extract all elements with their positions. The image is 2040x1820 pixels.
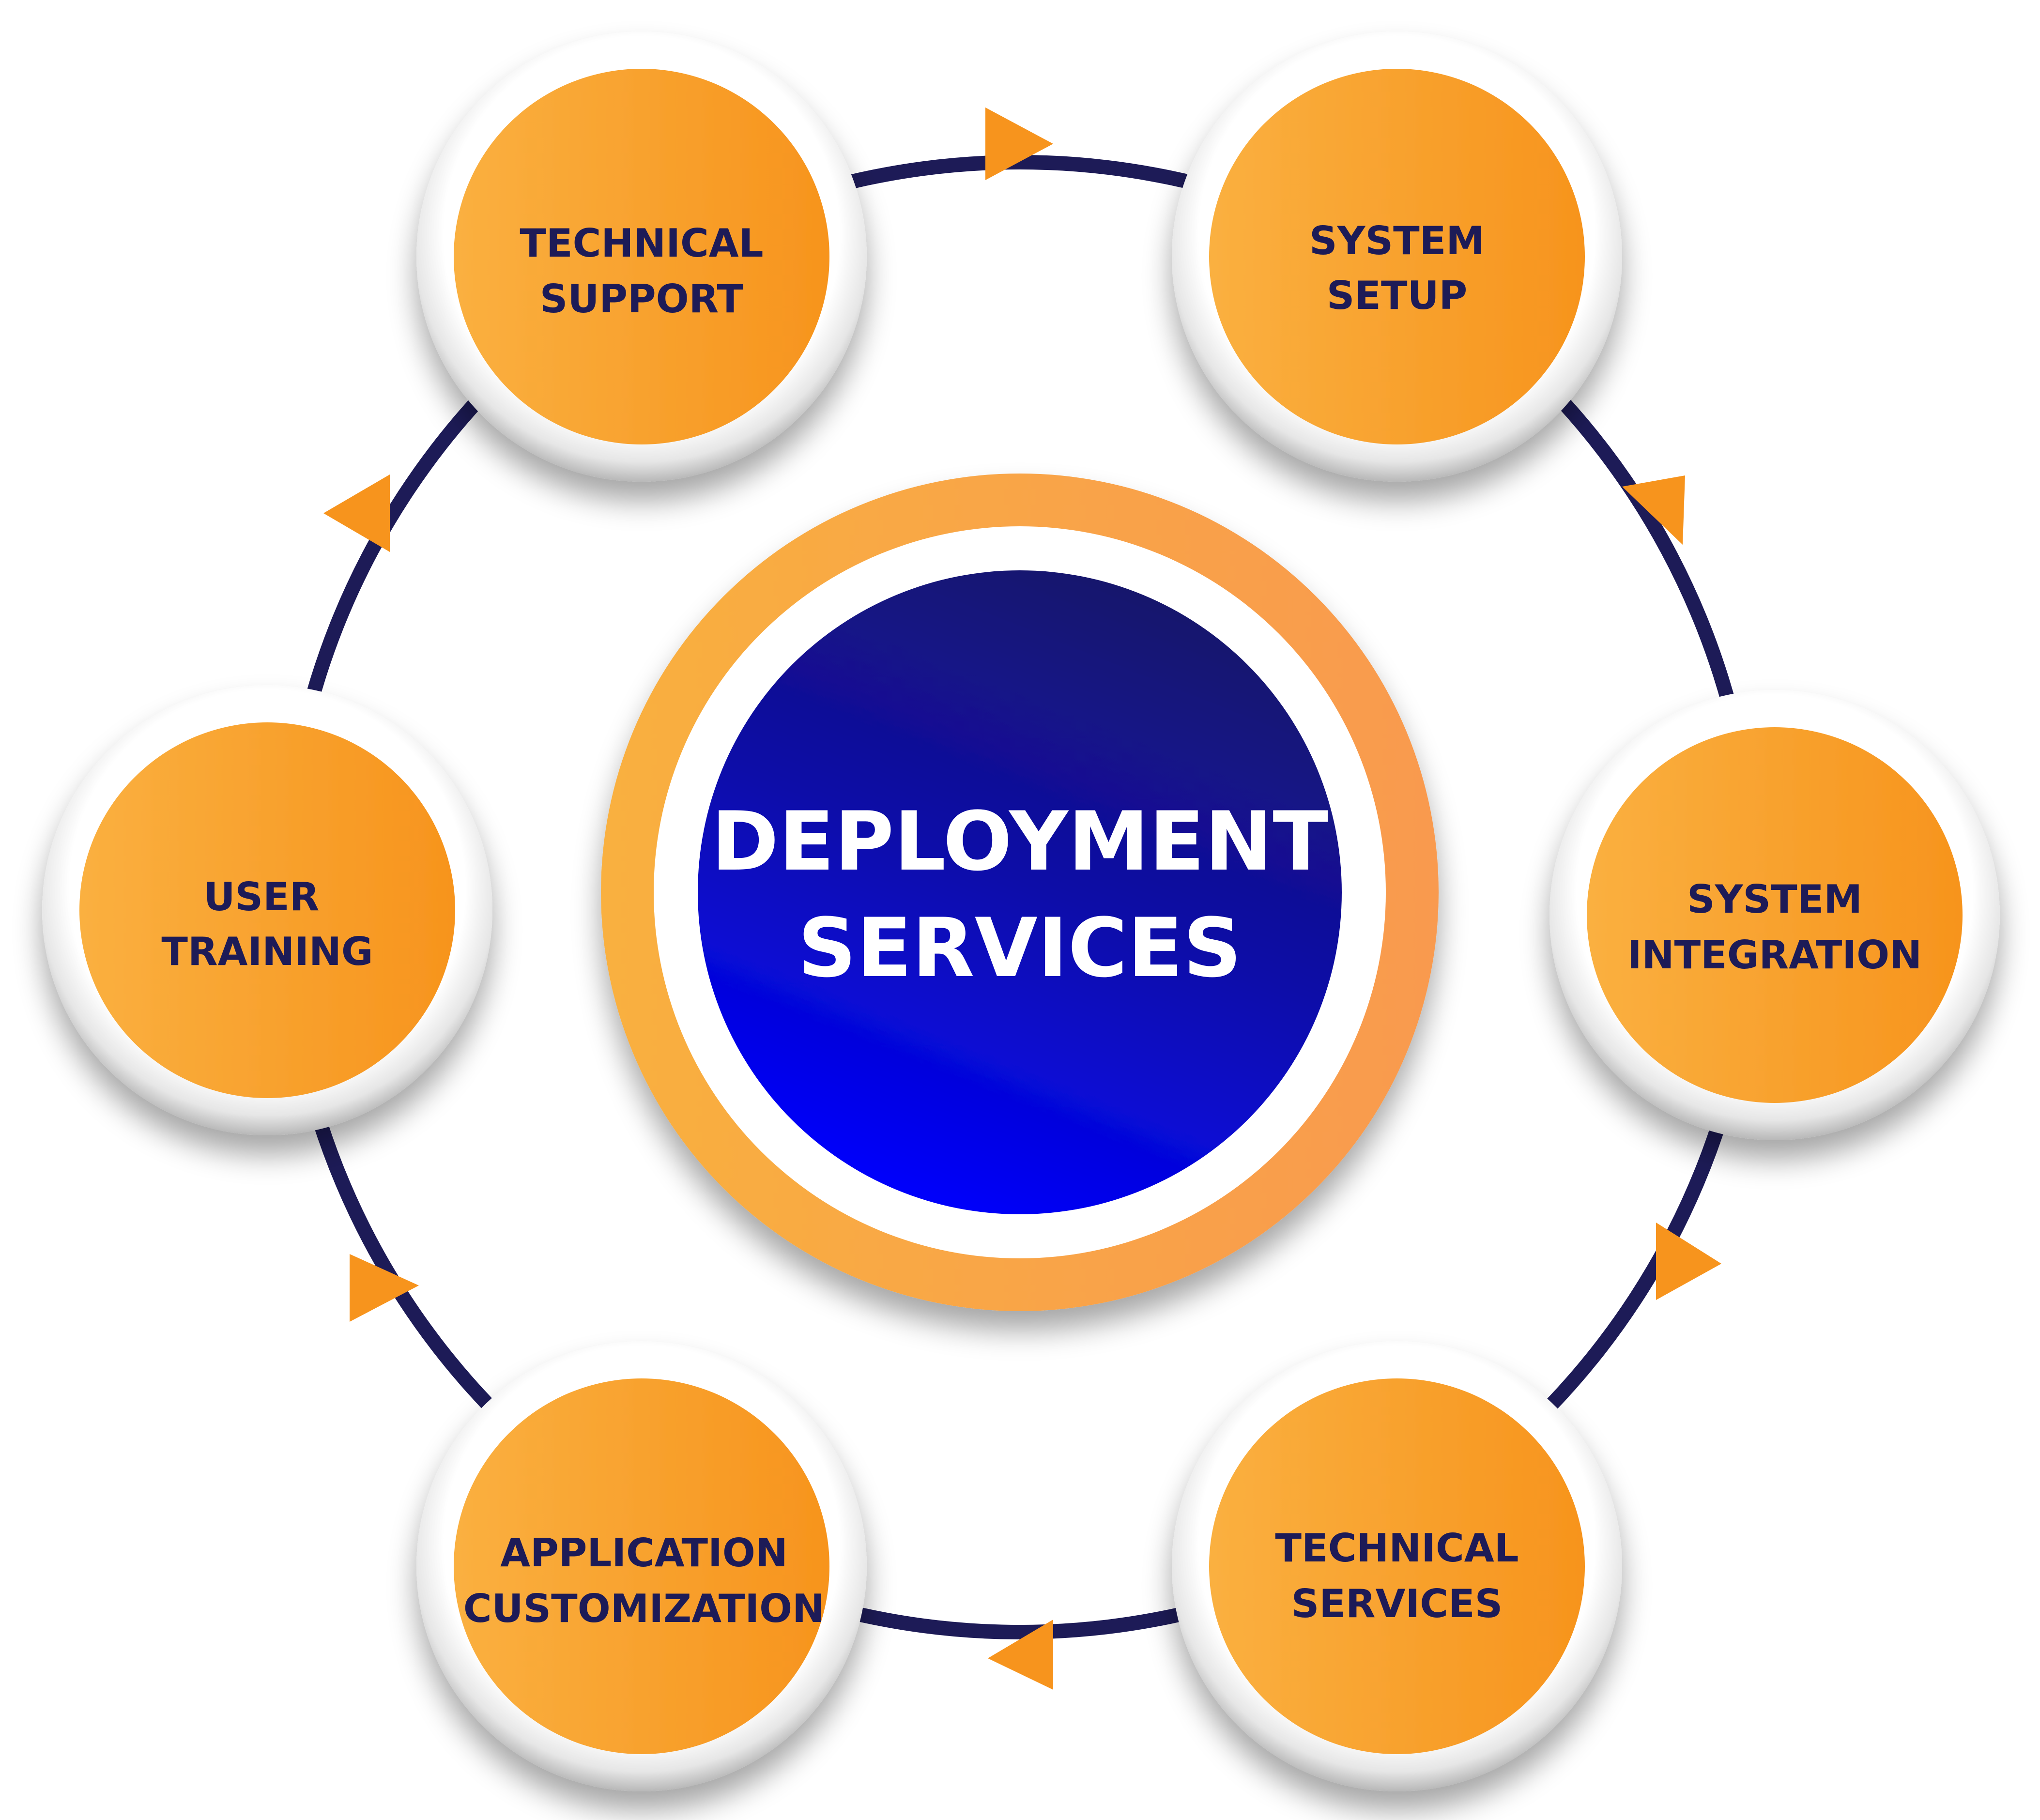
node-technical-services — [1172, 1341, 1622, 1791]
node-label-line2: SUPPORT — [540, 276, 744, 321]
node-system-setup — [1172, 31, 1622, 482]
arrow-icon — [985, 107, 1053, 180]
node-technical-support — [416, 31, 867, 482]
arrow-icon — [1656, 1223, 1721, 1300]
center-blue-disc — [698, 570, 1342, 1214]
node-disc — [1587, 727, 1963, 1103]
arrow-icon — [323, 474, 390, 552]
node-label-line2: SETUP — [1327, 273, 1467, 318]
node-user-training — [42, 685, 492, 1135]
node-disc — [1209, 1378, 1585, 1754]
node-label-line2: INTEGRATION — [1627, 933, 1922, 978]
node-label-line2: CUSTOMIZATION — [463, 1586, 825, 1631]
node-disc — [454, 69, 829, 444]
center-title-line2: SERVICES — [798, 901, 1242, 995]
node-disc — [1209, 69, 1585, 444]
center-title-line1: DEPLOYMENT — [711, 794, 1328, 889]
node-system-integration — [1549, 690, 2000, 1140]
center-hub — [601, 474, 1439, 1311]
node-application-customization — [416, 1341, 867, 1791]
node-label-line1: USER — [204, 874, 320, 919]
node-label-line1: SYSTEM — [1687, 877, 1862, 922]
arrow-icon — [1622, 475, 1685, 545]
node-label-line1: TECHNICAL — [520, 221, 763, 266]
node-label-line1: TECHNICAL — [1275, 1526, 1518, 1571]
node-label-line1: SYSTEM — [1309, 218, 1485, 263]
node-disc — [79, 722, 455, 1098]
arrow-icon — [988, 1620, 1053, 1690]
node-label-line2: SERVICES — [1291, 1581, 1503, 1626]
node-label-line2: TRAINING — [161, 929, 373, 974]
node-label-line1: APPLICATION — [500, 1530, 788, 1575]
node-disc — [454, 1378, 829, 1754]
arrow-icon — [350, 1254, 419, 1322]
